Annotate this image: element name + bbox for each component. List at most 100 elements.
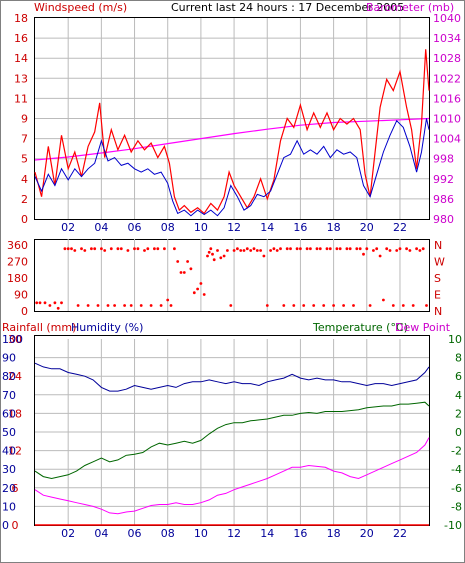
wind-direction-point bbox=[60, 301, 63, 305]
direction-left-tick: 0 bbox=[21, 305, 28, 318]
direction-right-tick: N bbox=[434, 305, 442, 318]
climate-x-tick-labels: 02 04 06 08 10 12 14 16 18 20 22 bbox=[61, 527, 407, 540]
wind-direction-point bbox=[305, 247, 309, 251]
wind-direction-point bbox=[136, 247, 140, 251]
dew-point-axis-title: Dew Point bbox=[395, 321, 451, 334]
wind-direction-point bbox=[275, 249, 279, 252]
wind-x-tick: 04 bbox=[94, 221, 108, 234]
wind-direction-point bbox=[335, 247, 339, 251]
wind-x-tick: 08 bbox=[161, 221, 175, 234]
wind-x-tick: 14 bbox=[260, 221, 274, 234]
wind-direction-point bbox=[53, 301, 57, 305]
wind-direction-point bbox=[126, 249, 130, 252]
climate-x-tick: 16 bbox=[293, 527, 307, 540]
direction-right-tick: S bbox=[434, 272, 441, 285]
barometer-axis-title: Barometer (mb) bbox=[366, 1, 454, 14]
wind-direction-point bbox=[129, 304, 133, 307]
wind-direction-point bbox=[315, 247, 319, 251]
temperature-tick: 8 bbox=[455, 352, 462, 365]
humidity-tick: 100 bbox=[2, 333, 23, 346]
wind-direction-point bbox=[232, 249, 236, 252]
wind-direction-point bbox=[106, 304, 110, 307]
direction-panel bbox=[34, 239, 430, 312]
wind-right-tick: 998 bbox=[433, 153, 454, 166]
rainfall-tick: 12 bbox=[8, 445, 22, 458]
wind-right-tick: 1028 bbox=[433, 52, 461, 65]
temperature-tick: -6 bbox=[451, 482, 462, 495]
wind-direction-point bbox=[139, 304, 143, 307]
wind-direction-point bbox=[269, 249, 272, 252]
wind-direction-point bbox=[76, 304, 80, 307]
wind-direction-point bbox=[56, 306, 60, 310]
humidity-tick: 50 bbox=[2, 426, 16, 439]
wind-direction-point bbox=[285, 247, 289, 251]
wind-direction-point bbox=[309, 247, 312, 251]
temperature-tick: 6 bbox=[455, 370, 462, 383]
wind-right-tick: 1022 bbox=[433, 72, 461, 85]
wind-direction-point bbox=[219, 256, 223, 260]
climate-x-tick: 20 bbox=[360, 527, 374, 540]
temperature-tick: 2 bbox=[455, 407, 462, 420]
windspeed-axis-title: Windspeed (m/s) bbox=[34, 1, 127, 14]
wind-direction-point bbox=[116, 247, 120, 251]
wind-direction-point bbox=[186, 260, 190, 263]
temperature-tick: -8 bbox=[451, 500, 462, 513]
wind-direction-point bbox=[352, 304, 355, 307]
wind-direction-point bbox=[312, 304, 316, 307]
humidity-tick: 20 bbox=[2, 482, 16, 495]
wind-left-tick: 16 bbox=[14, 32, 28, 45]
rainfall-tick: 18 bbox=[8, 407, 22, 420]
humidity-tick: 60 bbox=[2, 407, 16, 420]
wind-left-tick: 7 bbox=[21, 133, 28, 146]
wind-x-tick: 22 bbox=[393, 221, 407, 234]
direction-grid bbox=[67, 239, 401, 311]
wind-direction-point bbox=[202, 293, 206, 296]
wind-direction-point bbox=[86, 304, 90, 307]
wind-left-tick: 14 bbox=[14, 52, 28, 65]
rainfall-axis-title: Rainfall (mm) bbox=[2, 321, 76, 334]
wind-direction-points bbox=[35, 247, 428, 310]
wind-direction-point bbox=[375, 247, 379, 251]
wind-right-tick: 1040 bbox=[433, 12, 461, 25]
wind-direction-point bbox=[421, 247, 425, 251]
climate-x-tick: 08 bbox=[161, 527, 175, 540]
wind-direction-point bbox=[265, 304, 269, 307]
climate-x-tick: 10 bbox=[194, 527, 208, 540]
current-period-title: Current last 24 hours : 17 December 2005 bbox=[171, 1, 404, 14]
humidity-tick: 80 bbox=[2, 370, 16, 383]
wind-direction-point bbox=[146, 247, 150, 251]
humidity-tick: 10 bbox=[2, 500, 16, 513]
rainfall-tick: 6 bbox=[12, 482, 19, 495]
wind-direction-point bbox=[405, 247, 408, 251]
wind-right-tick: 1010 bbox=[433, 113, 461, 126]
wind-direction-point bbox=[103, 249, 107, 252]
direction-left-tick: 270 bbox=[7, 256, 28, 269]
wind-direction-point bbox=[163, 247, 166, 251]
wind-direction-point bbox=[48, 304, 52, 307]
wind-x-tick: 06 bbox=[128, 221, 142, 234]
humidity-tick: 70 bbox=[2, 389, 16, 402]
wind-direction-point bbox=[418, 249, 422, 252]
wind-right-tick: 980 bbox=[433, 213, 454, 226]
wind-direction-point bbox=[348, 247, 352, 251]
wind-left-tick: 9 bbox=[21, 113, 28, 126]
wind-x-tick-labels: 02 04 06 08 10 12 14 16 18 20 22 bbox=[61, 221, 407, 234]
wind-direction-point bbox=[179, 271, 183, 274]
wind-direction-point bbox=[322, 304, 326, 307]
wind-direction-point bbox=[395, 249, 399, 252]
rainfall-tick-labels: 0 6 12 18 24 30 bbox=[8, 333, 22, 532]
wind-direction-point bbox=[153, 247, 156, 251]
wind-direction-point bbox=[325, 247, 329, 251]
wind-direction-point bbox=[196, 287, 200, 291]
wind-direction-point bbox=[66, 247, 70, 251]
wind-direction-point bbox=[166, 298, 170, 302]
temperature-tick-labels: -10 -8 -6 -4 -2 0 2 4 6 8 10 bbox=[444, 333, 462, 532]
wind-direction-point bbox=[216, 249, 219, 252]
wind-direction-point bbox=[209, 247, 213, 251]
climate-x-tick: 18 bbox=[327, 527, 341, 540]
wind-right-tick: 992 bbox=[433, 173, 454, 186]
wind-direction-point bbox=[176, 260, 180, 263]
wind-direction-point bbox=[338, 247, 342, 251]
direction-left-tick: 180 bbox=[7, 272, 28, 285]
